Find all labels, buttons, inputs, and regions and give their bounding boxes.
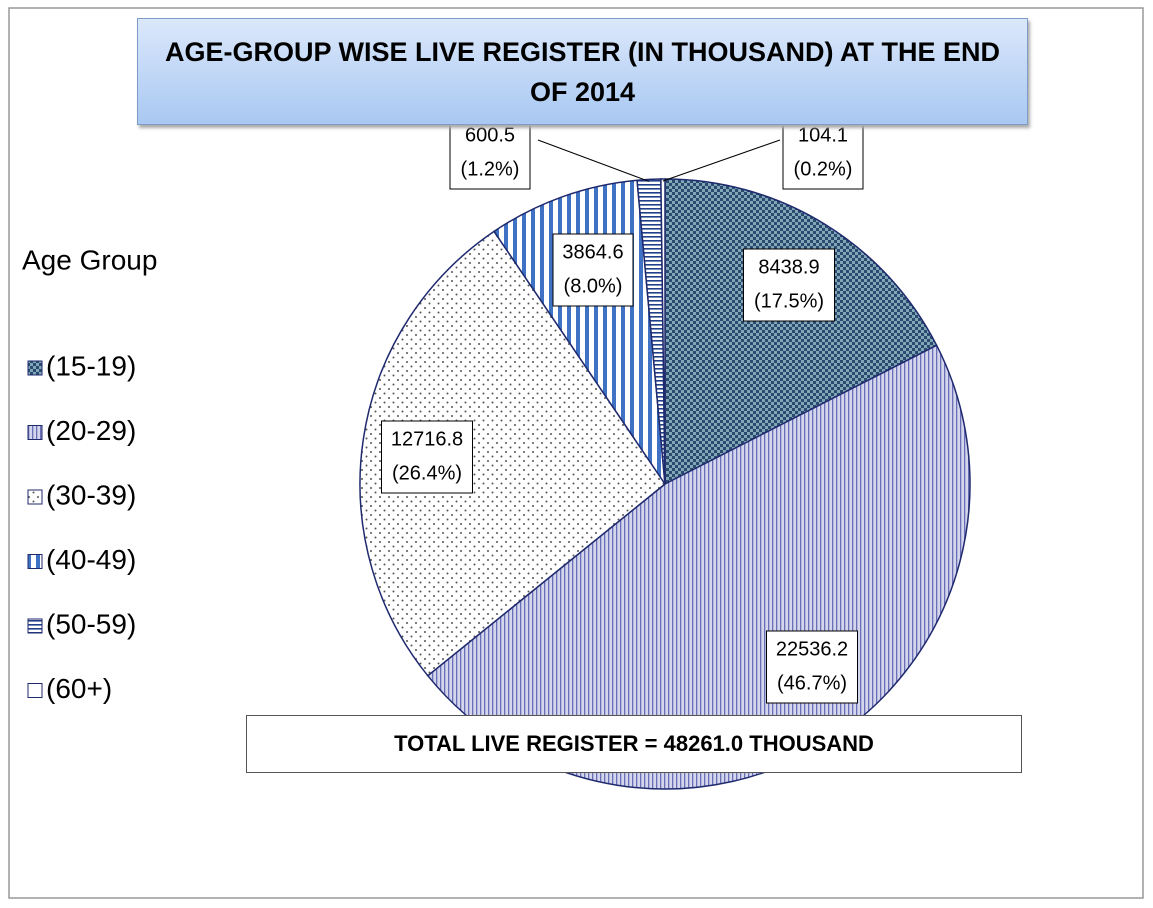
- leader-line: [662, 139, 781, 182]
- data-label: (46.7%): [777, 672, 847, 694]
- data-label: 600.5: [465, 124, 515, 146]
- data-label: 8438.9: [758, 256, 819, 278]
- data-label-box: [552, 233, 634, 307]
- legend-marker: [27, 489, 43, 505]
- data-label-box: [766, 630, 858, 704]
- data-label: 22536.2: [776, 638, 848, 660]
- data-label: 3864.6: [562, 241, 623, 263]
- data-label: 104.1: [798, 124, 848, 146]
- legend-marker: [27, 554, 43, 569]
- annotation: TOTAL LIVE REGISTER = 48261.0 THOUSAND: [246, 715, 1022, 773]
- leader-line: [537, 139, 650, 182]
- data-label: (26.4%): [392, 462, 462, 484]
- pie-slice: [664, 178, 938, 486]
- data-label: (8.0%): [564, 275, 623, 297]
- legend-marker: [27, 618, 43, 634]
- chart-title: AGE-GROUP WISE LIVE REGISTER (IN THOUSAN…: [137, 18, 1028, 125]
- legend-label: (60+): [46, 673, 112, 704]
- data-label-box: [743, 248, 835, 322]
- data-label-box: [449, 116, 531, 190]
- data-label-box: [381, 420, 473, 494]
- data-label: (17.5%): [754, 290, 824, 312]
- legend-marker: [27, 425, 43, 440]
- legend-label: (20-29): [46, 415, 136, 446]
- legend-marker: [27, 683, 43, 698]
- legend-label: (40-49): [46, 544, 136, 575]
- data-label-box: [782, 116, 864, 190]
- legend-marker: [27, 360, 43, 376]
- legend-label: (50-59): [46, 608, 136, 639]
- data-label: (0.2%): [794, 158, 853, 180]
- legend-title: Age Group: [22, 244, 157, 275]
- legend-label: (30-39): [46, 479, 136, 510]
- pie-slice: [359, 230, 667, 677]
- data-label: 12716.8: [391, 428, 463, 450]
- data-label: (1.2%): [461, 158, 520, 180]
- pie-slice: [660, 178, 666, 485]
- legend-label: (15-19): [46, 350, 136, 381]
